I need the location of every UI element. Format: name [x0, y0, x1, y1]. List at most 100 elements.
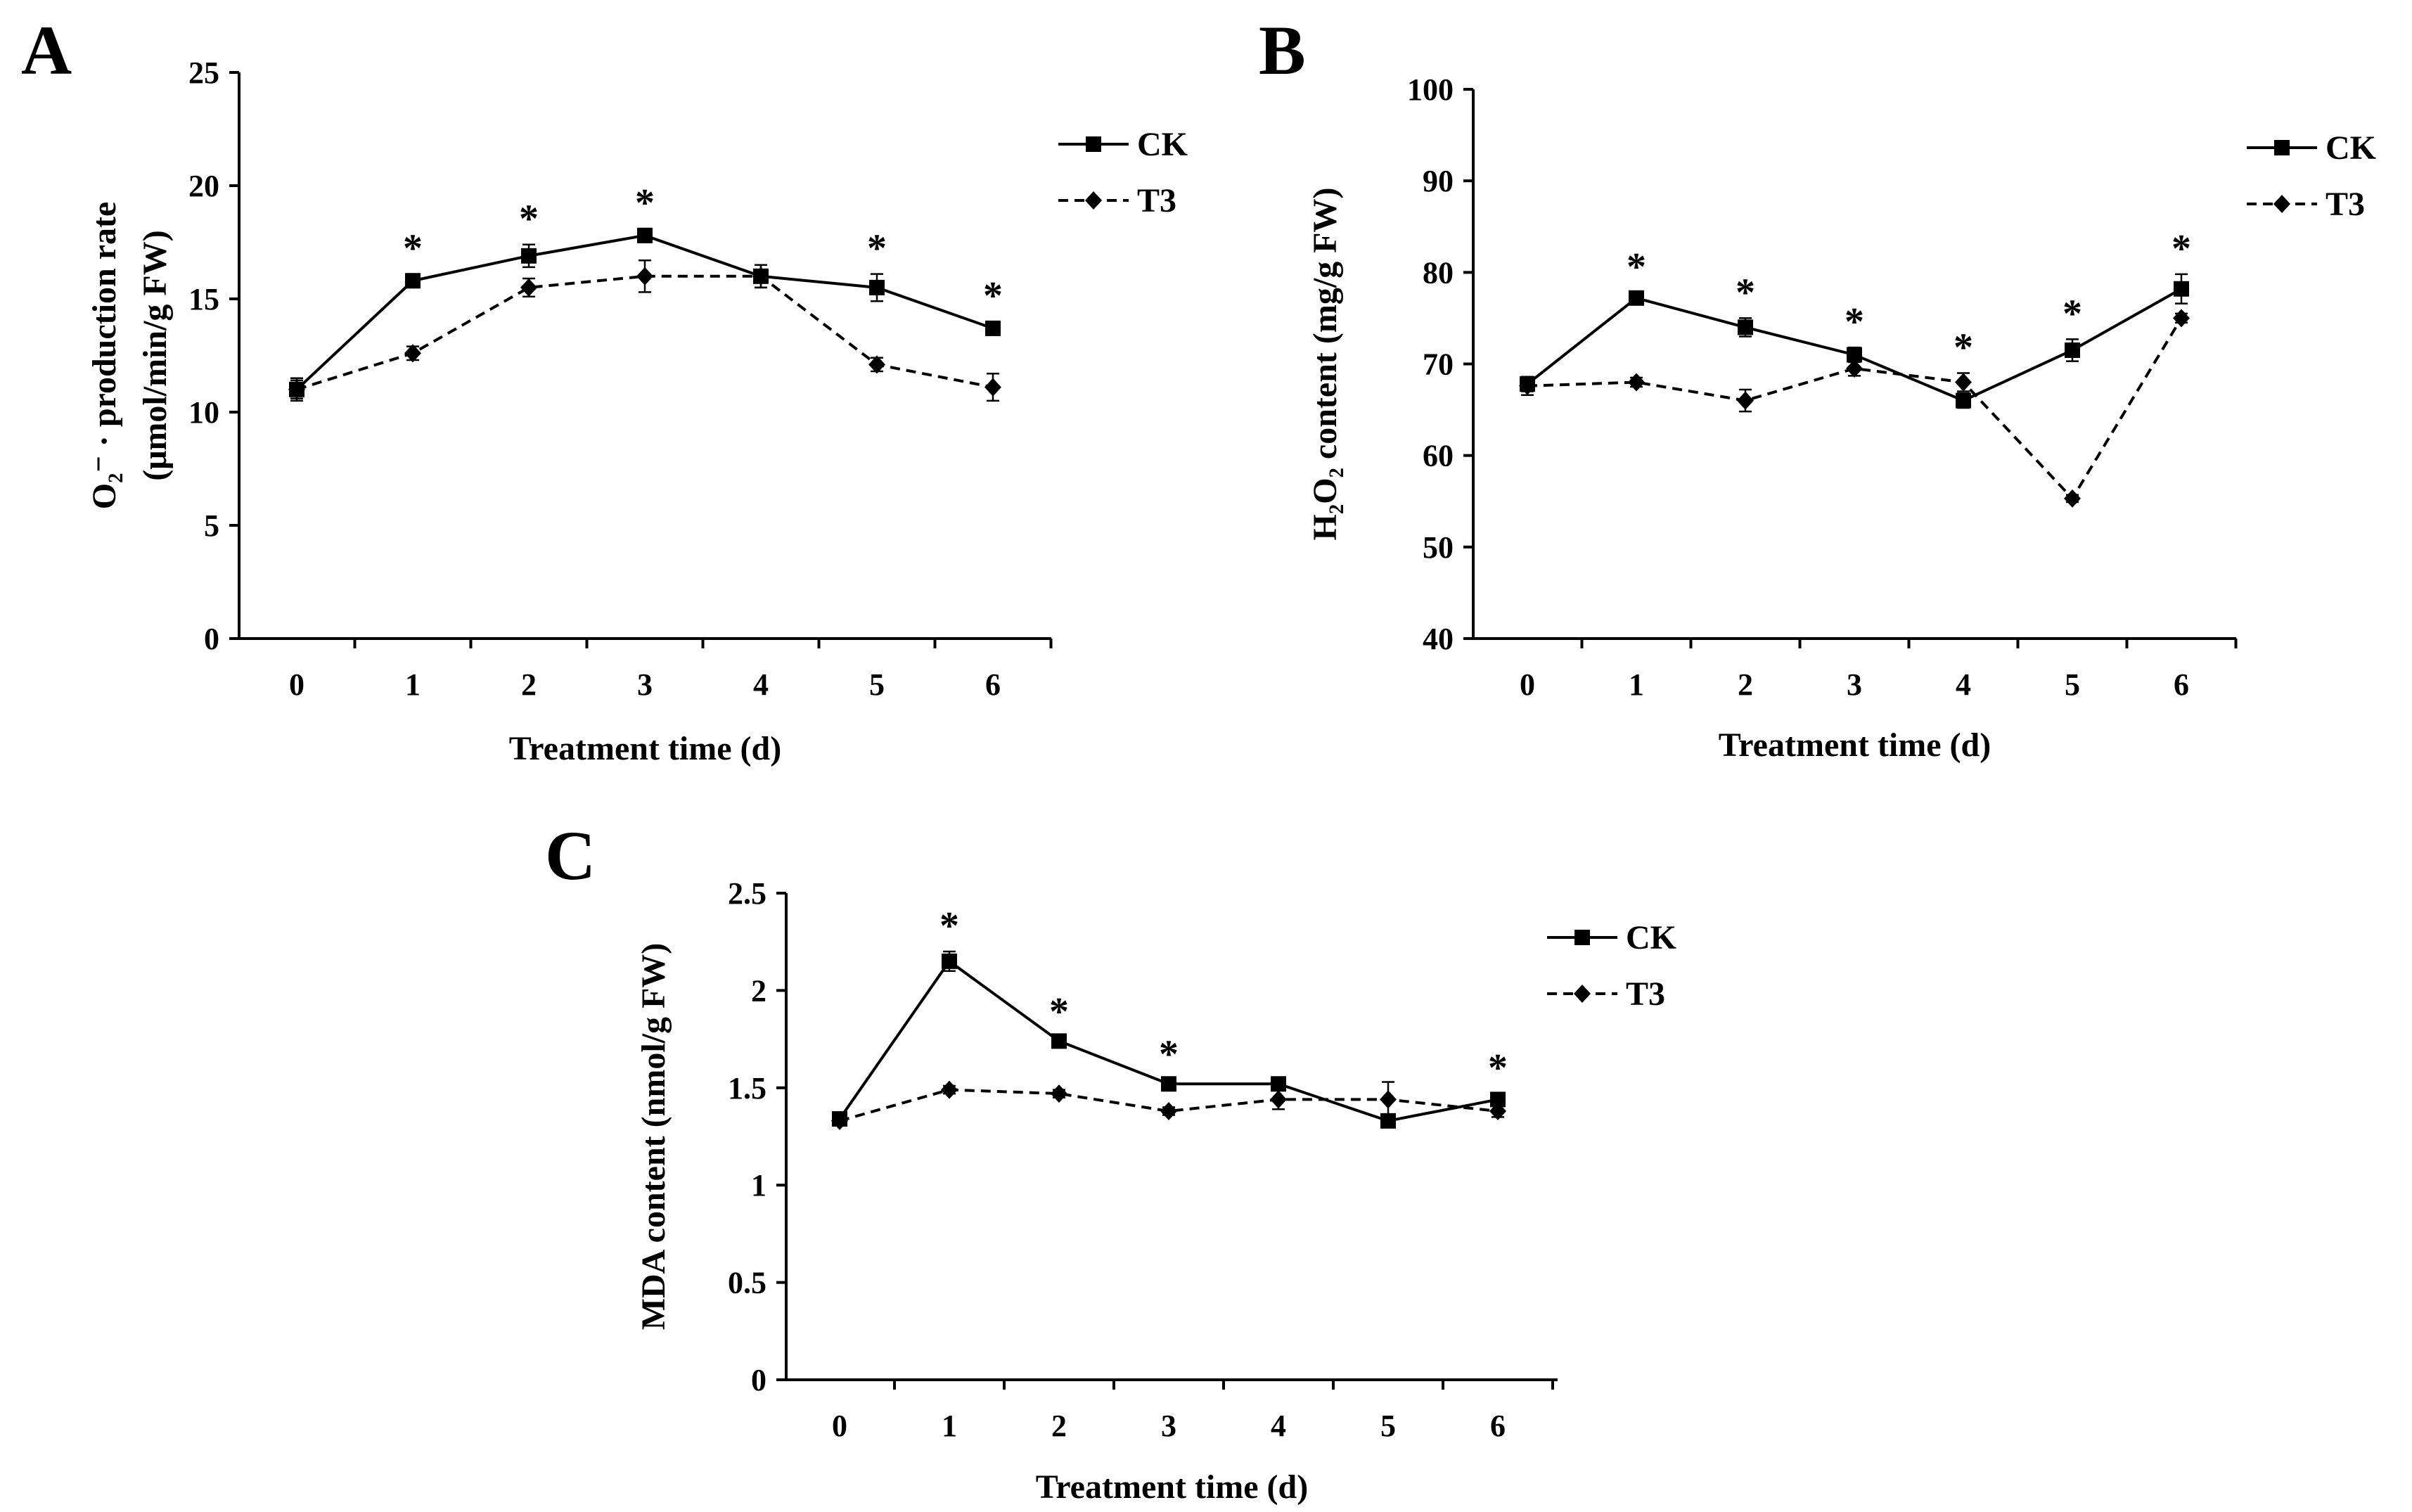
significance-star: *: [1736, 271, 1755, 314]
significance-star: *: [1049, 990, 1069, 1034]
legend-marker: [1574, 985, 1591, 1003]
significance-star: *: [1159, 1033, 1179, 1077]
data-point-ck: [1051, 1033, 1067, 1049]
series-t3: [1519, 309, 2190, 508]
y-axis-label: MDA content (nmol/g FW): [635, 943, 672, 1331]
x-axis-label: Treatment time (d): [1036, 1468, 1308, 1506]
legend-label-t3: T3: [1137, 182, 1176, 219]
series-ck: [289, 227, 1001, 402]
legend-marker: [2274, 140, 2290, 155]
x-tick-label: 5: [869, 667, 885, 702]
y-tick-label: 10: [188, 395, 219, 430]
x-tick-label: 5: [2065, 667, 2080, 702]
data-point-t3: [941, 1080, 958, 1099]
x-tick-label: 5: [1380, 1409, 1396, 1443]
data-point-ck: [869, 279, 885, 295]
data-point-t3: [831, 1111, 848, 1130]
y-tick-label: 90: [1423, 164, 1454, 198]
data-point-ck: [1847, 347, 1862, 363]
x-tick-label: 4: [1956, 667, 1971, 702]
data-point-t3: [1737, 391, 1754, 410]
data-point-t3: [1519, 376, 1536, 395]
panel-letter: C: [545, 816, 596, 895]
y-tick-label: 80: [1423, 255, 1454, 290]
data-point-ck: [1956, 392, 1971, 409]
y-tick-label: 1: [751, 1168, 766, 1203]
y-tick-label: 0.5: [728, 1266, 766, 1300]
x-tick-label: 2: [1738, 667, 1753, 702]
data-point-t3: [1846, 359, 1863, 378]
y-tick-label: 50: [1423, 530, 1454, 565]
x-tick-label: 0: [832, 1409, 847, 1443]
x-tick-label: 2: [521, 667, 537, 702]
x-tick-label: 1: [1629, 667, 1644, 702]
significance-star: *: [1488, 1046, 1508, 1090]
legend-label-ck: CK: [2326, 129, 2376, 167]
data-point-t3: [520, 278, 537, 297]
significance-star: *: [2063, 292, 2082, 335]
panel-a: A 0 5 10 15 20 25 0 1 2 3 4 5 6 Treatment time (d) O₂⁻ …: [21, 11, 1188, 767]
data-point-ck: [637, 227, 653, 243]
significance-star: *: [403, 227, 423, 271]
data-point-t3: [868, 355, 885, 374]
y-tick-label: 100: [1407, 72, 1454, 107]
data-point-ck: [942, 953, 957, 969]
y-tick-label: 15: [188, 282, 219, 316]
data-point-t3: [1160, 1102, 1177, 1121]
data-point-t3: [1628, 373, 1645, 392]
x-tick-label: 3: [1161, 1409, 1176, 1443]
data-point-t3: [288, 380, 305, 399]
y-tick-label: 0: [751, 1363, 766, 1397]
legend-label-t3: T3: [1626, 975, 1665, 1013]
data-point-t3: [1270, 1090, 1287, 1109]
legend-marker: [1086, 136, 1101, 152]
data-point-t3: [636, 267, 653, 286]
y-tick-label: 20: [188, 169, 219, 203]
y-tick-label: 0: [204, 622, 219, 656]
significance-star: *: [939, 904, 959, 948]
y-tick-label: 60: [1423, 439, 1454, 473]
legend-label-ck: CK: [1137, 126, 1188, 163]
legend-marker: [1085, 191, 1102, 210]
series-t3: [288, 260, 1001, 402]
x-tick-label: 1: [405, 667, 421, 702]
x-tick-label: 3: [1847, 667, 1862, 702]
legend-label-t3: T3: [2326, 186, 2365, 223]
data-point-ck: [2174, 281, 2189, 297]
x-axis-label: Treatment time (d): [1719, 726, 1991, 764]
y-axis-label-line1: O₂⁻ · production rate: [86, 202, 123, 510]
significance-star: *: [867, 227, 887, 271]
data-point-t3: [1380, 1090, 1397, 1109]
y-tick-label: 5: [204, 508, 219, 543]
data-point-ck: [1738, 319, 1753, 335]
y-axis-label-line2: (μmol/min/g FW): [136, 230, 174, 481]
significance-star: *: [519, 198, 539, 241]
legend-label-ck: CK: [1626, 919, 1676, 956]
x-tick-label: 6: [985, 667, 1001, 702]
panel-letter: A: [21, 11, 72, 89]
significance-star: *: [1954, 326, 1973, 370]
legend-marker: [2273, 195, 2290, 213]
x-tick-label: 2: [1051, 1409, 1067, 1443]
x-tick-label: 3: [637, 667, 653, 702]
x-tick-label: 0: [289, 667, 304, 702]
significance-star: *: [1845, 300, 1864, 344]
significance-star: *: [635, 181, 655, 225]
panel-letter: B: [1259, 11, 1306, 89]
x-tick-label: 4: [1271, 1409, 1286, 1443]
data-point-t3: [984, 378, 1001, 397]
data-point-ck: [1629, 290, 1644, 306]
x-tick-label: 4: [753, 667, 769, 702]
data-point-ck: [521, 248, 537, 264]
series-line-ck: [295, 233, 994, 391]
legend-marker: [1574, 930, 1590, 945]
y-tick-label: 70: [1423, 347, 1454, 382]
significance-star: *: [1627, 245, 1646, 289]
data-point-t3: [2064, 489, 2081, 508]
data-point-ck: [1490, 1091, 1506, 1108]
data-point-t3: [2173, 309, 2190, 328]
data-point-ck: [1161, 1076, 1176, 1092]
panel-c: C 0 0.5 1 1.5 2 2.5 0 1 2 3 4 5 6 Treatment time (d) MD…: [545, 816, 1676, 1506]
data-point-ck: [2065, 342, 2080, 358]
